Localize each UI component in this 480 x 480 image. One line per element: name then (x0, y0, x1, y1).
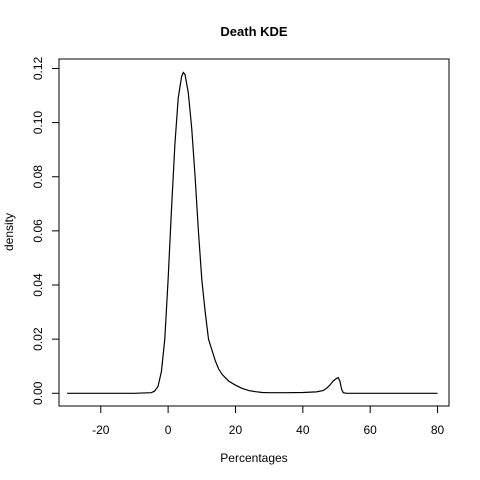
y-tick-label: 0.00 (31, 381, 45, 405)
y-tick-label: 0.02 (31, 327, 45, 351)
y-tick-label: 0.04 (31, 273, 45, 297)
chart-title: Death KDE (220, 24, 288, 39)
x-axis: -20 0 20 40 60 80 (92, 406, 445, 437)
y-tick-label: 0.10 (31, 111, 45, 135)
kde-density-line (67, 71, 438, 394)
x-tick-label: 60 (364, 423, 378, 437)
y-tick-label: 0.12 (31, 56, 45, 80)
y-axis-label: density (2, 213, 16, 251)
x-tick-label: 80 (431, 423, 445, 437)
x-tick-label: -20 (92, 423, 110, 437)
x-tick-label: 40 (296, 423, 310, 437)
y-tick-label: 0.08 (31, 165, 45, 189)
y-axis: 0.00 0.02 0.04 0.06 0.08 0.10 0.12 (31, 56, 59, 405)
x-axis-label: Percentages (220, 451, 287, 465)
x-tick-label: 0 (165, 423, 172, 437)
x-tick-label: 20 (229, 423, 243, 437)
plot-frame (58, 58, 450, 407)
y-tick-label: 0.06 (31, 219, 45, 243)
